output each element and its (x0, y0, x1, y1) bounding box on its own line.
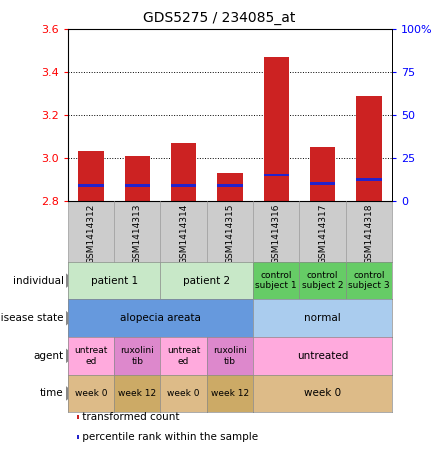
Bar (171, 184, 196, 187)
Bar (217, 173, 243, 201)
Text: transformed count: transformed count (79, 412, 180, 422)
Text: patient 1: patient 1 (91, 275, 138, 286)
Text: patient 2: patient 2 (183, 275, 230, 286)
Bar (310, 147, 335, 201)
Text: untreated: untreated (297, 351, 348, 361)
Polygon shape (66, 386, 75, 401)
Text: GDS5275 / 234085_at: GDS5275 / 234085_at (143, 11, 295, 25)
Bar (356, 96, 381, 201)
Bar (171, 143, 196, 201)
Text: percentile rank within the sample: percentile rank within the sample (79, 432, 258, 442)
Bar (124, 156, 150, 201)
Bar (124, 184, 150, 187)
Bar (78, 151, 104, 201)
Text: agent: agent (33, 351, 64, 361)
Bar (78, 184, 104, 187)
Text: week 0: week 0 (75, 389, 107, 398)
Text: ruxolini
tib: ruxolini tib (120, 346, 154, 366)
Bar (310, 182, 335, 185)
Text: time: time (40, 388, 64, 399)
Text: ruxolini
tib: ruxolini tib (213, 346, 247, 366)
Text: control
subject 3: control subject 3 (348, 271, 390, 290)
Text: week 12: week 12 (211, 389, 249, 398)
Text: alopecia areata: alopecia areata (120, 313, 201, 323)
Text: week 0: week 0 (304, 388, 341, 399)
Text: normal: normal (304, 313, 341, 323)
Polygon shape (66, 311, 75, 326)
Bar (217, 184, 243, 187)
Text: untreat
ed: untreat ed (167, 346, 200, 366)
Bar (356, 178, 381, 181)
Text: control
subject 1: control subject 1 (255, 271, 297, 290)
Polygon shape (66, 348, 75, 363)
Text: disease state: disease state (0, 313, 64, 323)
Text: control
subject 2: control subject 2 (302, 271, 343, 290)
Text: individual: individual (13, 275, 64, 286)
Bar (264, 57, 289, 201)
Text: week 12: week 12 (118, 389, 156, 398)
Polygon shape (66, 273, 75, 288)
Text: untreat
ed: untreat ed (74, 346, 108, 366)
Bar (264, 173, 289, 176)
Text: week 0: week 0 (167, 389, 200, 398)
